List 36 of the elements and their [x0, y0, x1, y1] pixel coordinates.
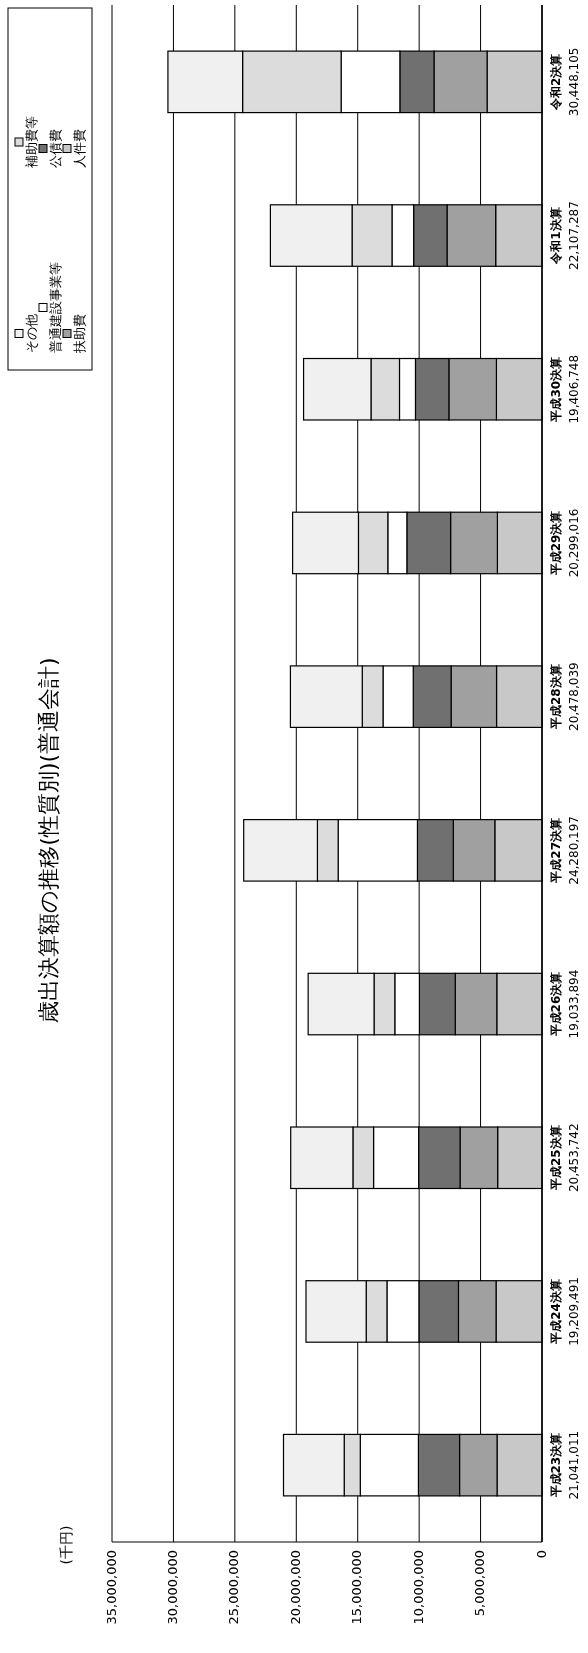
y-tick-label: 平成24決算 [548, 1279, 563, 1345]
y-tick-label: 平成28決算 [548, 664, 563, 730]
legend-label: 公債費 [47, 129, 63, 168]
x-tick-label: 5,000,000 [472, 1550, 488, 1617]
x-tick-label: 10,000,000 [410, 1550, 426, 1625]
total-label: 19,209,491 [566, 1277, 581, 1346]
y-tick-label: 平成25決算 [548, 1125, 563, 1192]
total-label: 21,041,011 [566, 1430, 581, 1500]
y-tick-label: 平成29決算 [548, 510, 563, 577]
legend-label: 人件費 [71, 129, 87, 168]
y-tick-label: 平成26決算 [548, 971, 563, 1038]
x-tick-label: 25,000,000 [226, 1550, 242, 1625]
total-label: 24,280,197 [566, 815, 581, 885]
y-tick-label: 平成30決算 [548, 356, 563, 423]
total-label: 19,406,748 [566, 354, 581, 424]
total-label: 30,448,105 [566, 47, 581, 117]
y-tick-label: 令和1決算 [548, 207, 563, 265]
y-tick-label: 平成23決算 [548, 1432, 563, 1499]
text: (千円) [58, 1525, 74, 1565]
y-tick-label: 令和2決算 [548, 53, 563, 112]
x-tick-label: 15,000,000 [349, 1550, 365, 1625]
x-tick-label: 35,000,000 [103, 1550, 119, 1625]
total-label: 20,453,742 [566, 1123, 581, 1193]
x-tick-label: 0 [533, 1550, 549, 1559]
legend-label: 扶助費 [71, 314, 87, 354]
y-tick-label: 平成27決算 [548, 818, 563, 884]
x-tick-label: 20,000,000 [287, 1550, 303, 1625]
total-label: 20,299,016 [566, 508, 581, 578]
text: 歳出決算額の推移(性質別)(普通会計) [36, 657, 61, 1023]
x-tick-label: 30,000,000 [164, 1550, 180, 1625]
legend-label: その他 [23, 314, 39, 353]
legend-label: 補助費等 [23, 116, 39, 168]
total-label: 19,033,894 [566, 969, 581, 1039]
total-label: 20,478,039 [566, 662, 581, 732]
total-label: 22,107,287 [566, 201, 581, 270]
legend-label: 普通建設事業等 [47, 262, 63, 353]
